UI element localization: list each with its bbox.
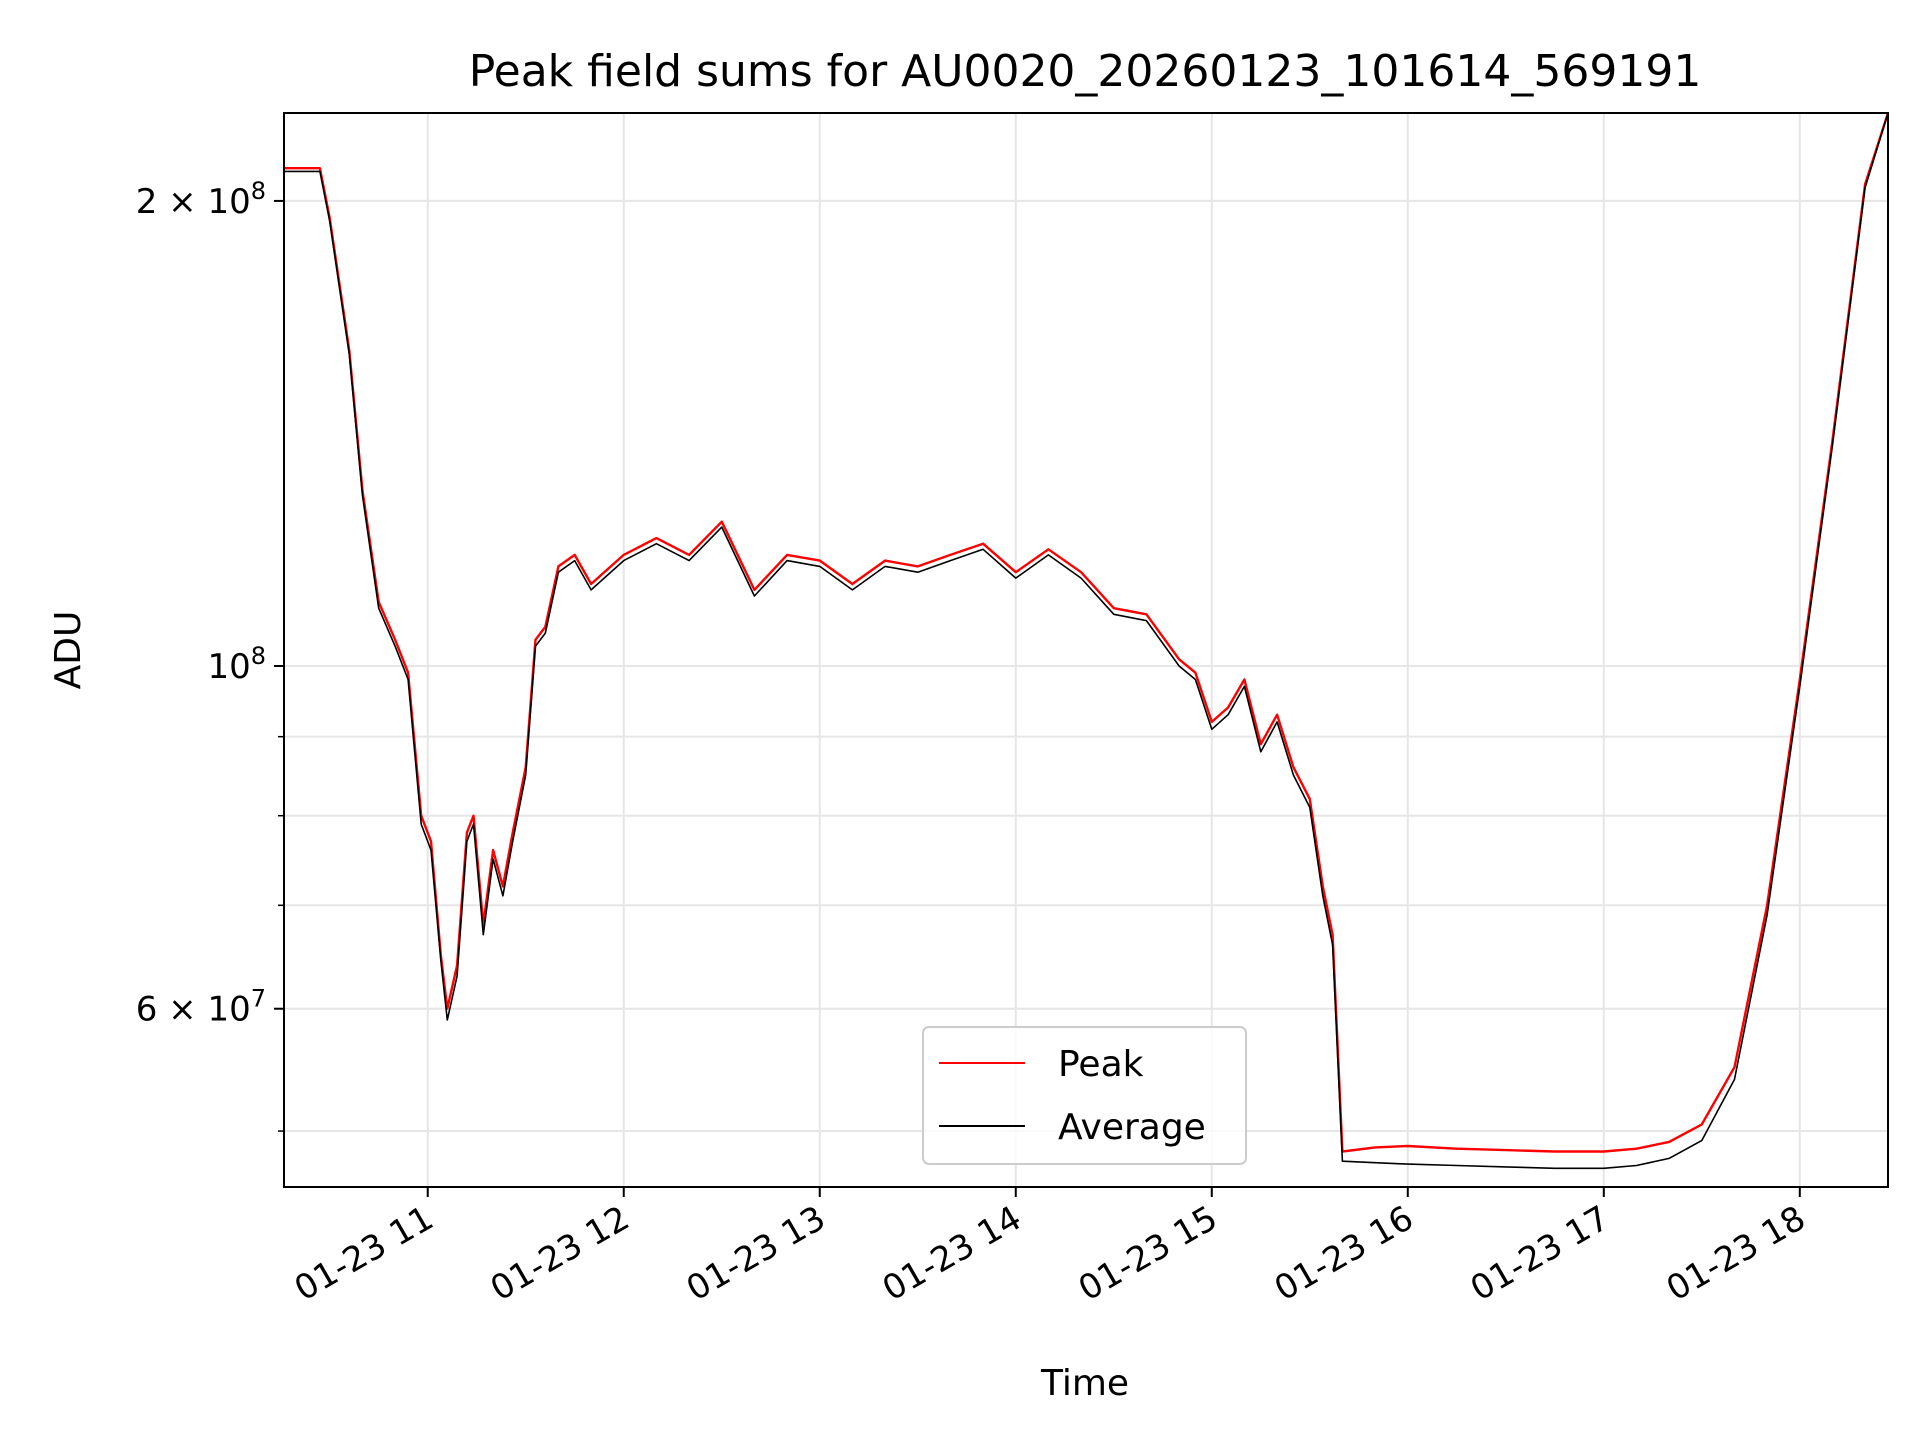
x-axis-label: Time — [1040, 1363, 1129, 1404]
legend: Peak Average — [922, 1026, 1247, 1165]
y-axis: 2 × 108 108 6 × 107 — [136, 177, 284, 1132]
legend-frame — [922, 1026, 1247, 1165]
legend-label-average: Average — [1058, 1107, 1206, 1148]
y-tick-label: 6 × 107 — [136, 985, 266, 1030]
series-line-average — [284, 113, 1888, 1170]
chart-title: Peak field sums for AU0020_20260123_1016… — [469, 46, 1702, 97]
series-line-peak — [284, 113, 1888, 1153]
grid-lines — [284, 113, 1888, 1187]
y-axis-label: ADU — [48, 611, 89, 690]
y-tick-label: 108 — [207, 642, 266, 687]
y-tick-label: 2 × 108 — [136, 177, 266, 222]
plot-frame — [283, 112, 1889, 1188]
plot-series — [284, 113, 1888, 1170]
legend-label-peak: Peak — [1058, 1044, 1144, 1085]
